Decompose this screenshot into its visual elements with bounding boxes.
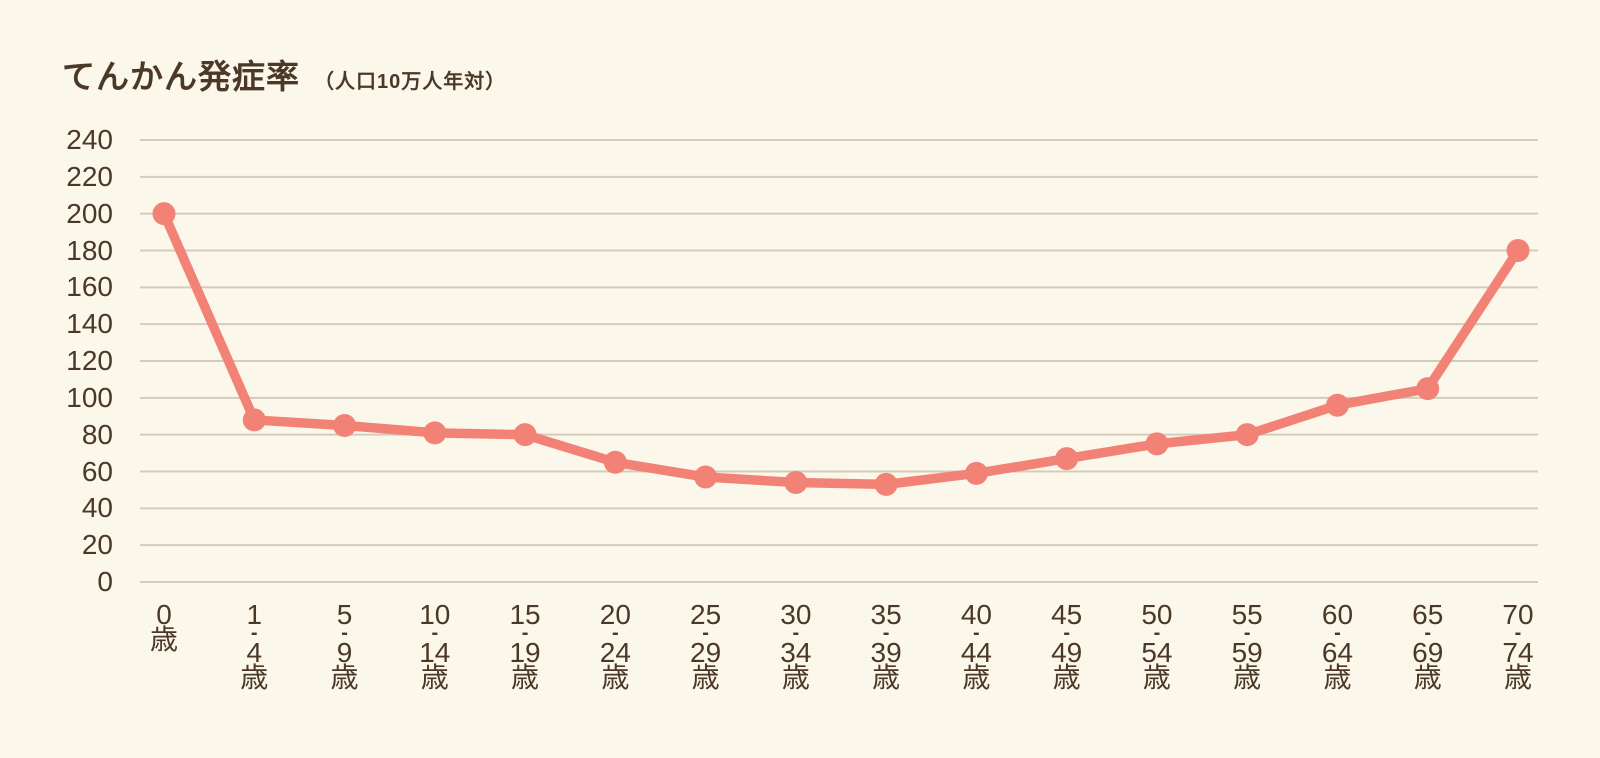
data-point (1325, 393, 1349, 417)
data-point (1145, 432, 1169, 456)
data-point (333, 413, 357, 437)
data-point (1416, 377, 1440, 401)
chart-subtitle: （人口10万人年対） (314, 71, 507, 93)
incidence-line (159, 208, 1523, 490)
data-point (694, 465, 718, 489)
chart-header: てんかん発症率 （人口10万人年対） (62, 50, 506, 98)
data-point (964, 461, 988, 485)
data-point (242, 408, 266, 432)
data-point (513, 423, 537, 447)
data-point (784, 471, 808, 495)
data-point (1055, 447, 1079, 471)
data-point (874, 472, 898, 496)
data-point (1235, 423, 1259, 447)
chart-title: てんかん発症率 (62, 58, 300, 95)
data-point (603, 450, 627, 474)
data-point (152, 202, 176, 226)
data-point (423, 421, 447, 445)
data-point (1506, 239, 1530, 262)
